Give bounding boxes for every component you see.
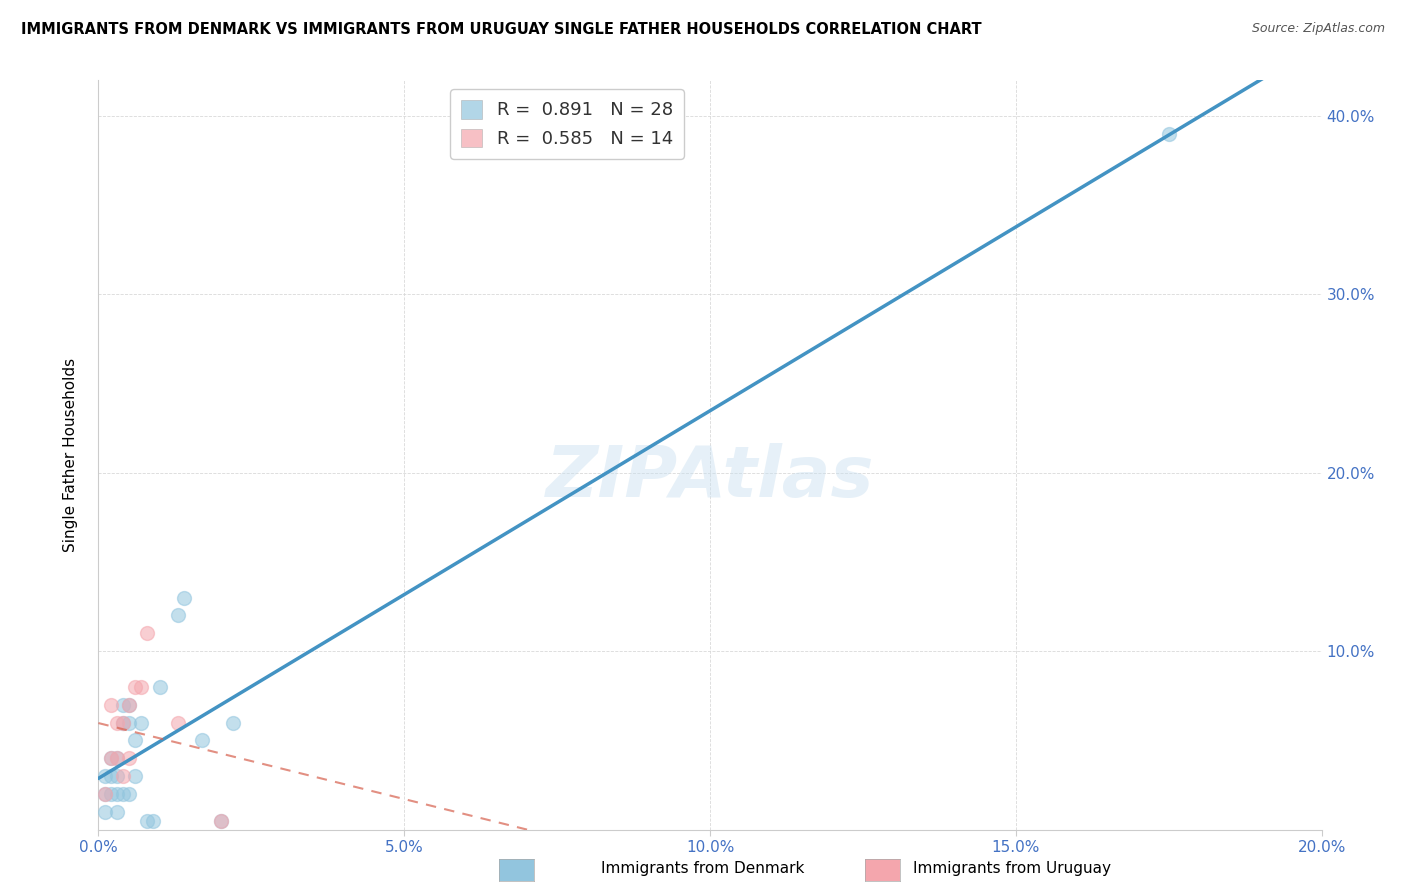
Point <box>129 680 152 694</box>
Point <box>118 715 141 730</box>
Point <box>124 769 146 783</box>
Point <box>136 814 159 828</box>
Point <box>111 769 134 783</box>
Point <box>136 626 159 640</box>
Point <box>100 787 122 801</box>
Point <box>105 805 128 819</box>
Point <box>93 787 115 801</box>
Point <box>105 751 128 765</box>
Point <box>124 733 146 747</box>
Point <box>118 787 141 801</box>
Point <box>129 715 152 730</box>
Point <box>222 715 245 730</box>
Text: ZIPAtlas: ZIPAtlas <box>546 443 875 512</box>
Point <box>93 787 115 801</box>
Point <box>209 814 232 828</box>
Point <box>209 814 232 828</box>
Point <box>167 608 190 623</box>
Text: Immigrants from Denmark: Immigrants from Denmark <box>602 861 804 876</box>
Point <box>118 698 141 712</box>
Legend: R =  0.891   N = 28, R =  0.585   N = 14: R = 0.891 N = 28, R = 0.585 N = 14 <box>450 89 683 159</box>
Point <box>105 751 128 765</box>
Point <box>124 680 146 694</box>
Point <box>1157 127 1180 141</box>
Text: Immigrants from Uruguay: Immigrants from Uruguay <box>914 861 1111 876</box>
Point <box>100 751 122 765</box>
Point <box>118 698 141 712</box>
Point <box>105 769 128 783</box>
Point <box>93 805 115 819</box>
Point <box>191 733 214 747</box>
Text: IMMIGRANTS FROM DENMARK VS IMMIGRANTS FROM URUGUAY SINGLE FATHER HOUSEHOLDS CORR: IMMIGRANTS FROM DENMARK VS IMMIGRANTS FR… <box>21 22 981 37</box>
Point <box>111 698 134 712</box>
Point <box>100 769 122 783</box>
Y-axis label: Single Father Households: Single Father Households <box>63 358 77 552</box>
Point <box>105 715 128 730</box>
Point <box>105 787 128 801</box>
Text: Source: ZipAtlas.com: Source: ZipAtlas.com <box>1251 22 1385 36</box>
Point <box>111 787 134 801</box>
Point <box>93 769 115 783</box>
Point <box>167 715 190 730</box>
Point <box>173 591 195 605</box>
Point <box>142 814 165 828</box>
Point <box>100 751 122 765</box>
Point <box>111 715 134 730</box>
Point <box>100 698 122 712</box>
Point <box>111 715 134 730</box>
Point <box>149 680 172 694</box>
Point <box>118 751 141 765</box>
